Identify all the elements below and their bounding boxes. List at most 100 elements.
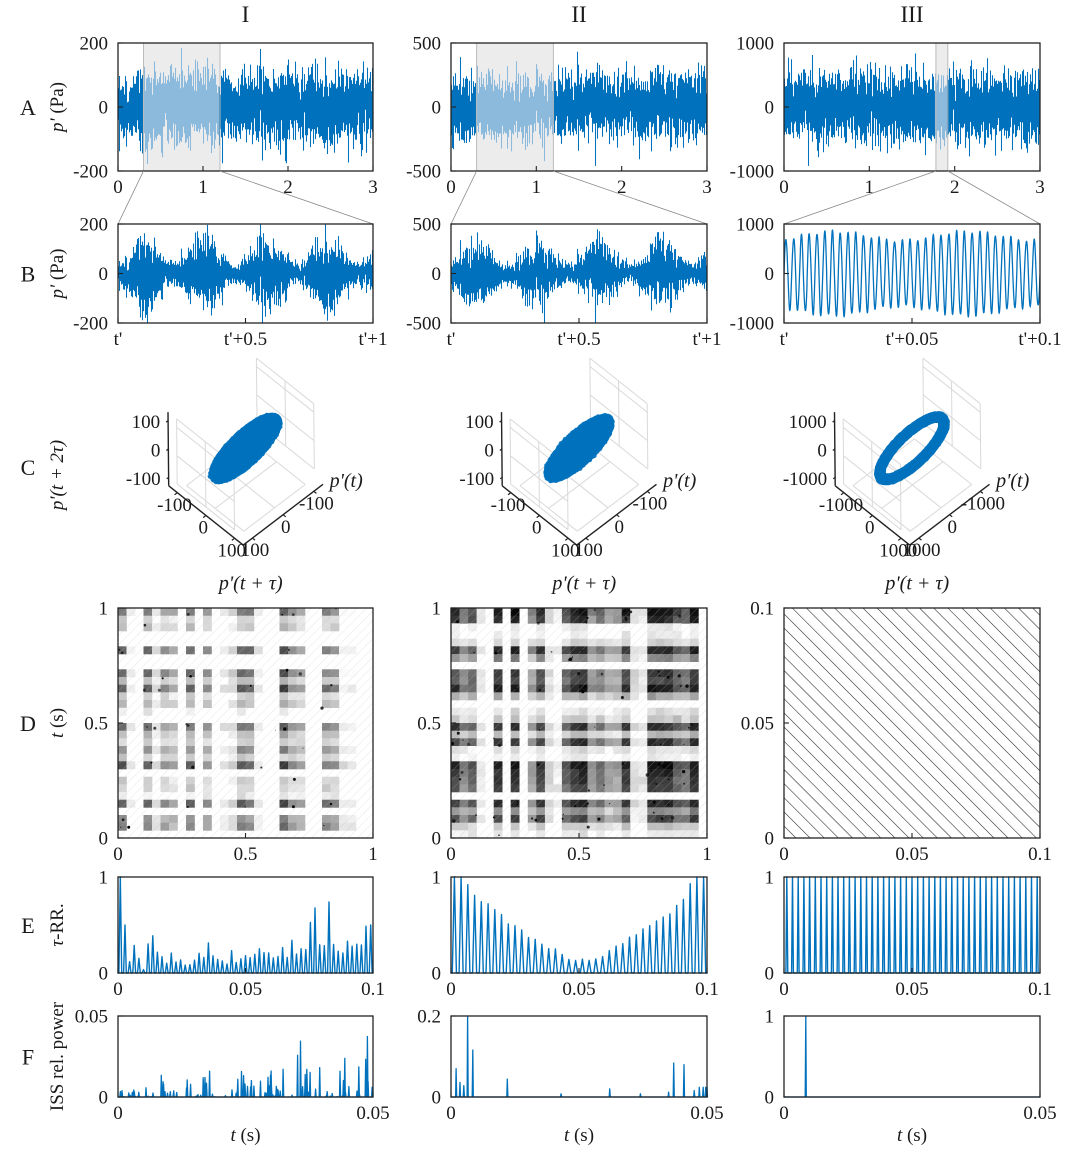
- svg-text:0: 0: [113, 177, 123, 198]
- svg-text:3: 3: [1035, 177, 1045, 198]
- svg-text:-100: -100: [157, 495, 192, 516]
- svg-text:0.5: 0.5: [567, 844, 591, 865]
- svg-text:0.1: 0.1: [1028, 979, 1052, 1000]
- svg-text:1: 1: [865, 177, 875, 198]
- svg-text:0: 0: [99, 98, 109, 119]
- svg-text:-1000: -1000: [730, 162, 774, 183]
- svg-text:0: 0: [281, 517, 291, 538]
- svg-text:0: 0: [765, 264, 775, 285]
- svg-text:0: 0: [99, 264, 109, 285]
- svg-text:-1000: -1000: [961, 493, 1005, 514]
- svg-text:E: E: [21, 913, 34, 938]
- svg-text:0: 0: [432, 98, 442, 119]
- svg-text:-1000: -1000: [783, 469, 827, 490]
- svg-text:1000: 1000: [736, 215, 774, 236]
- svg-text:-100: -100: [126, 469, 161, 490]
- svg-text:200: 200: [80, 215, 109, 236]
- svg-text:-500: -500: [406, 314, 441, 335]
- svg-text:t (s): t (s): [230, 1125, 260, 1146]
- svg-text:t (s): t (s): [897, 1125, 927, 1146]
- svg-text:0.05: 0.05: [75, 1007, 108, 1028]
- svg-text:0.1: 0.1: [1028, 844, 1052, 865]
- svg-text:t (s): t (s): [47, 708, 68, 738]
- svg-text:-200: -200: [73, 162, 108, 183]
- svg-text:1: 1: [99, 599, 109, 620]
- svg-text:II: II: [571, 2, 586, 27]
- svg-text:0: 0: [532, 518, 542, 539]
- svg-text:0.1: 0.1: [361, 979, 385, 1000]
- svg-text:100: 100: [551, 540, 580, 561]
- svg-text:3: 3: [702, 177, 712, 198]
- svg-text:200: 200: [80, 34, 109, 55]
- svg-text:3: 3: [368, 177, 378, 198]
- svg-text:0: 0: [99, 964, 109, 985]
- svg-text:0.05: 0.05: [690, 1103, 723, 1124]
- svg-text:500: 500: [413, 215, 442, 236]
- svg-text:p'(t + τ): p'(t + τ): [550, 573, 616, 595]
- svg-text:1000: 1000: [789, 412, 827, 433]
- svg-text:ISS rel. power: ISS rel. power: [47, 1001, 68, 1111]
- svg-text:C: C: [21, 455, 36, 480]
- svg-text:0.5: 0.5: [234, 844, 258, 865]
- svg-text:100: 100: [465, 412, 494, 433]
- svg-text:t'+1: t'+1: [359, 329, 388, 350]
- svg-text:0: 0: [198, 518, 208, 539]
- svg-text:1: 1: [368, 844, 378, 865]
- svg-text:0: 0: [151, 441, 161, 462]
- svg-text:0: 0: [779, 1103, 789, 1124]
- svg-text:0: 0: [432, 964, 442, 985]
- svg-text:0: 0: [865, 518, 875, 539]
- svg-text:-100: -100: [299, 493, 334, 514]
- svg-text:0: 0: [484, 441, 494, 462]
- svg-text:t'+0.5: t'+0.5: [557, 329, 600, 350]
- svg-text:t'+1: t'+1: [693, 329, 722, 350]
- svg-text:1: 1: [532, 177, 542, 198]
- svg-text:1: 1: [198, 177, 208, 198]
- svg-text:0: 0: [817, 441, 827, 462]
- svg-text:B: B: [21, 262, 36, 287]
- svg-text:2: 2: [950, 177, 960, 198]
- svg-text:1000: 1000: [879, 540, 917, 561]
- svg-text:0.05: 0.05: [895, 979, 928, 1000]
- svg-text:0.1: 0.1: [695, 979, 719, 1000]
- svg-text:0: 0: [446, 177, 456, 198]
- svg-text:0: 0: [432, 829, 442, 850]
- svg-text:p'(t + 2τ): p'(t + 2τ): [47, 440, 68, 512]
- svg-text:0.05: 0.05: [562, 979, 595, 1000]
- svg-text:0: 0: [765, 964, 775, 985]
- svg-text:0: 0: [765, 1088, 775, 1109]
- svg-text:1: 1: [765, 1007, 775, 1028]
- svg-text:p'(t): p'(t): [661, 470, 696, 492]
- svg-text:100: 100: [218, 540, 247, 561]
- svg-text:t'+0.5: t'+0.5: [224, 329, 267, 350]
- svg-text:0.5: 0.5: [84, 714, 108, 735]
- svg-text:1: 1: [765, 868, 775, 889]
- svg-text:0: 0: [765, 829, 775, 850]
- svg-text:0: 0: [113, 1103, 123, 1124]
- svg-text:-100: -100: [491, 495, 526, 516]
- svg-text:0.05: 0.05: [895, 844, 928, 865]
- svg-text:τ-RR.: τ-RR.: [47, 903, 68, 946]
- svg-text:0: 0: [113, 844, 123, 865]
- svg-text:-1000: -1000: [730, 314, 774, 335]
- svg-text:-100: -100: [459, 469, 494, 490]
- svg-text:0: 0: [779, 844, 789, 865]
- svg-text:1: 1: [432, 599, 442, 620]
- svg-text:A: A: [20, 95, 36, 120]
- svg-text:0: 0: [446, 844, 456, 865]
- svg-text:p' (Pa): p' (Pa): [47, 82, 68, 134]
- svg-text:1000: 1000: [736, 34, 774, 55]
- svg-text:0: 0: [779, 979, 789, 1000]
- svg-text:0: 0: [446, 1103, 456, 1124]
- svg-text:0: 0: [947, 517, 957, 538]
- svg-text:0: 0: [779, 177, 789, 198]
- svg-text:p'(t + τ): p'(t + τ): [883, 573, 949, 595]
- svg-text:0: 0: [614, 517, 624, 538]
- svg-text:1: 1: [99, 868, 109, 889]
- svg-text:-500: -500: [406, 162, 441, 183]
- svg-text:t': t': [447, 329, 456, 350]
- svg-text:D: D: [20, 711, 36, 736]
- svg-text:t'+0.1: t'+0.1: [1018, 329, 1061, 350]
- svg-text:0.5: 0.5: [417, 714, 441, 735]
- svg-text:-100: -100: [632, 493, 667, 514]
